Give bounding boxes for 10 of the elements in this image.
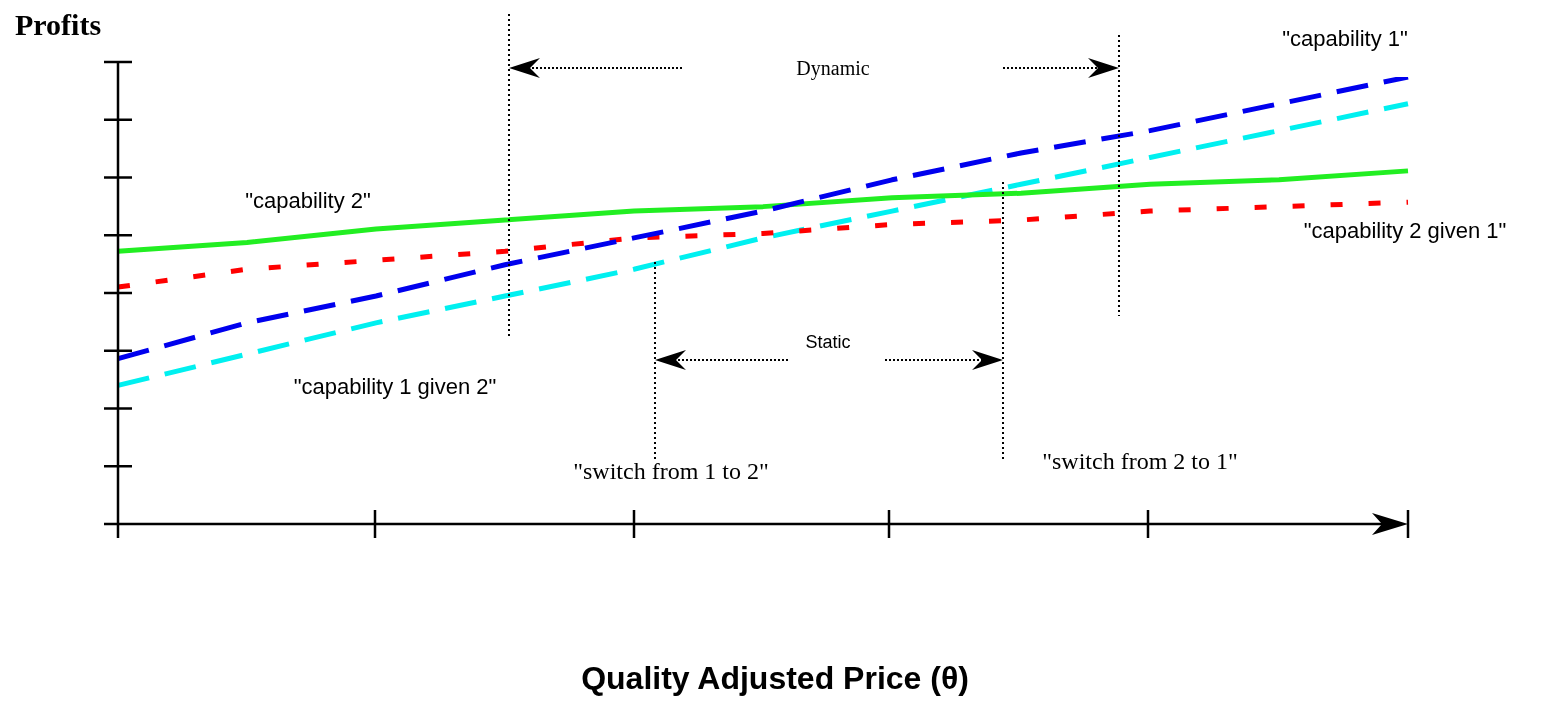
series-label: "capability 1 given 2": [293, 374, 497, 400]
y-axis-title: Profits: [15, 7, 102, 41]
series-label: "capability 2": [245, 188, 371, 214]
annotation: Static: [805, 331, 851, 352]
x-axis-title: Quality Adjusted Price (θ): [581, 659, 969, 696]
series-label: "capability 1": [1282, 26, 1408, 52]
annotation: "switch from 1 to 2": [573, 458, 769, 485]
annotation: Dynamic: [796, 57, 870, 81]
annotation: "switch from 2 to 1": [1042, 448, 1238, 475]
series-label: "capability 2 given 1": [1303, 218, 1507, 244]
